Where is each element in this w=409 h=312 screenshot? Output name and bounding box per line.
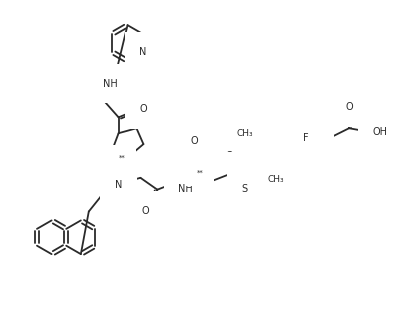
Text: O: O xyxy=(226,144,234,154)
Text: O: O xyxy=(345,102,353,112)
Text: **: ** xyxy=(119,155,126,161)
Text: CH₃: CH₃ xyxy=(267,175,284,184)
Text: NH: NH xyxy=(103,79,118,89)
Text: O: O xyxy=(142,206,149,216)
Text: S: S xyxy=(242,184,248,194)
Text: O: O xyxy=(190,136,198,146)
Text: CH₃: CH₃ xyxy=(237,129,254,138)
Text: N: N xyxy=(115,180,122,190)
Text: F: F xyxy=(303,133,309,143)
Text: **: ** xyxy=(197,170,203,176)
Polygon shape xyxy=(121,155,130,169)
Text: O: O xyxy=(139,105,147,115)
Text: OH: OH xyxy=(373,127,388,137)
Text: F: F xyxy=(308,119,313,129)
Text: F: F xyxy=(313,146,319,156)
Text: NH: NH xyxy=(178,184,193,194)
Text: N: N xyxy=(139,47,147,57)
